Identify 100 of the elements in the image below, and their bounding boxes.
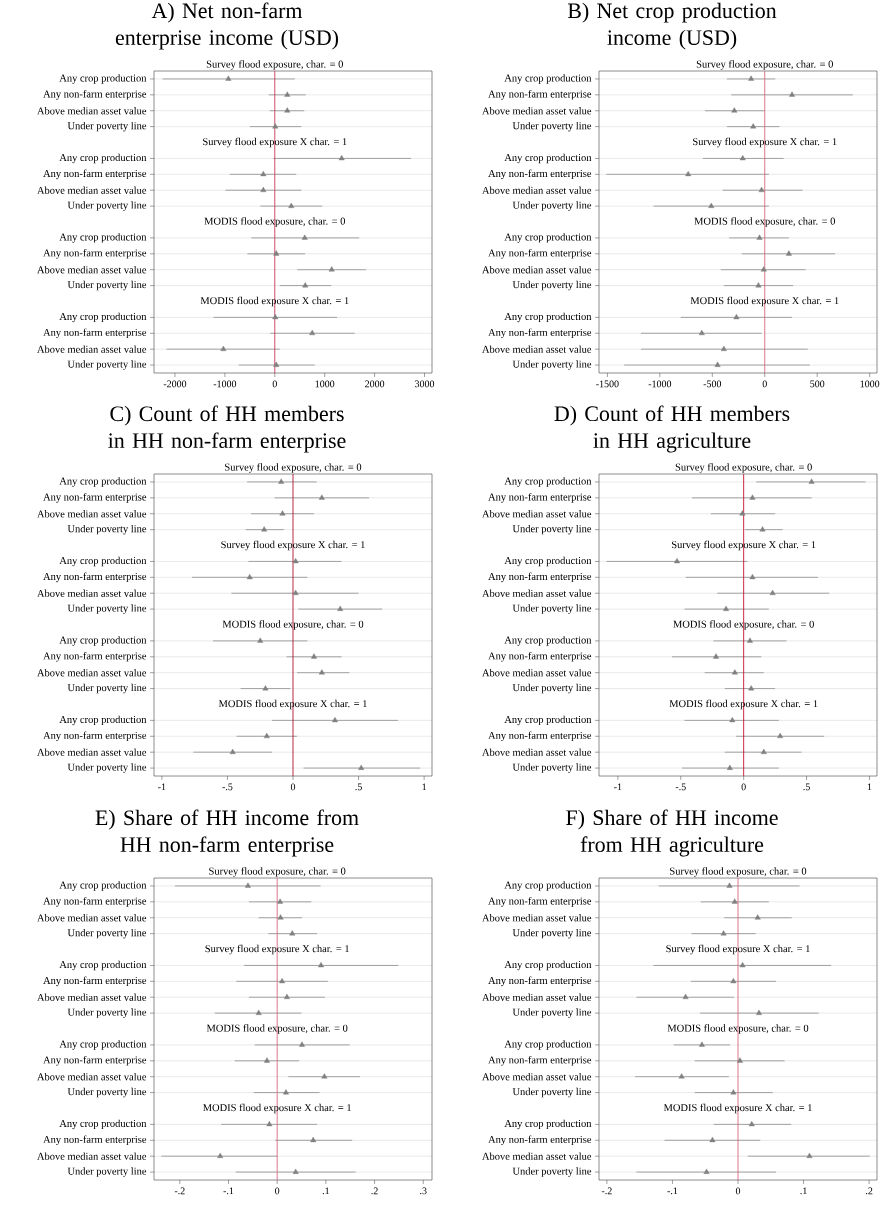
y-tick-label: Any crop production <box>504 1119 592 1130</box>
y-tick-label: Under poverty line <box>67 763 147 773</box>
text: Survey flood exposure, char. = 0 <box>206 60 343 70</box>
annotation: MODIS flood exposure X char. = 1 <box>218 699 367 710</box>
y-tick-label: Above median asset value <box>37 748 147 756</box>
annotation: MODIS flood exposure, char. = 0 <box>694 217 835 227</box>
x-tick-label: .1 <box>322 1187 330 1195</box>
y-tick-label: Any crop production <box>504 74 592 84</box>
y-tick-label: Under poverty line <box>512 121 592 132</box>
x-tick-label: 1 <box>867 783 872 791</box>
y-tick-label: Above median asset value <box>482 589 592 597</box>
x-tick-label: 1 <box>422 783 427 791</box>
annotation: Survey flood exposure X char. = 1 <box>205 944 349 955</box>
x-tick-label: -1 <box>158 783 166 791</box>
y-tick-label: Any non-farm enterprise <box>488 1056 592 1066</box>
y-tick-label: Above median asset value <box>482 993 592 1001</box>
x-tick-label: 500 <box>810 380 825 388</box>
y-tick-label: Above median asset value <box>37 107 147 115</box>
y-tick-label: Any crop production <box>504 960 592 971</box>
annotation: MODIS flood exposure X char. = 1 <box>690 296 839 307</box>
y-tick-label: Above median asset value <box>482 345 592 353</box>
y-tick-label: Above median asset value <box>482 1073 592 1081</box>
y-tick-label: Under poverty line <box>67 928 147 939</box>
annotation: MODIS flood exposure, char. = 0 <box>222 620 364 630</box>
y-tick-label: Above median asset value <box>482 266 592 274</box>
y-tick-label: Any crop production <box>59 960 147 971</box>
annotation: Survey flood exposure X char. = 1 <box>221 540 365 551</box>
y-tick-label: Any crop production <box>504 233 592 243</box>
x-tick-label: -.5 <box>675 783 686 791</box>
y-tick-label: Any crop production <box>59 881 147 891</box>
x-tick-label: .2 <box>866 1187 873 1195</box>
x-tick-label: .5 <box>803 783 810 791</box>
y-tick-label: Any non-farm enterprise <box>43 976 147 987</box>
x-tick-label: 1000 <box>860 380 880 388</box>
y-tick-label: Any non-farm enterprise <box>43 248 147 259</box>
y-tick-label: Above median asset value <box>482 107 592 115</box>
y-tick-label: Under poverty line <box>512 280 592 291</box>
y-tick-label: Any non-farm enterprise <box>488 897 592 907</box>
y-tick-label: Above median asset value <box>482 510 592 518</box>
y-tick-label: Any crop production <box>59 153 147 164</box>
y-tick-label: Any crop production <box>504 636 592 646</box>
text: Survey flood exposure, char. = 0 <box>696 60 833 70</box>
y-tick-label: Under poverty line <box>512 683 592 694</box>
annotation: MODIS flood exposure X char. = 1 <box>200 296 349 307</box>
annotation: MODIS flood exposure, char. = 0 <box>204 217 346 227</box>
x-tick-label: -1 <box>614 783 622 791</box>
y-tick-label: Any non-farm enterprise <box>43 1056 147 1066</box>
x-tick-label: -1500 <box>596 380 619 388</box>
chart-title: B) Net crop production income (USD) <box>567 2 777 50</box>
text: Survey flood exposure, char. = 0 <box>670 867 807 877</box>
y-tick-label: Any crop production <box>59 1040 147 1050</box>
text: Survey flood exposure, char. = 0 <box>209 867 346 877</box>
annotation: Survey flood exposure X char. = 1 <box>693 137 837 148</box>
x-tick-label: .5 <box>355 783 362 791</box>
y-tick-label: Under poverty line <box>67 604 147 614</box>
y-tick-label: Under poverty line <box>512 763 592 773</box>
y-tick-label: Any non-farm enterprise <box>488 493 592 503</box>
y-tick-label: Under poverty line <box>512 360 592 370</box>
y-tick-label: Any crop production <box>59 477 147 487</box>
y-tick-label: Any non-farm enterprise <box>43 328 147 339</box>
y-tick-label: Any crop production <box>504 477 592 487</box>
x-tick-label: -.2 <box>174 1187 185 1195</box>
x-tick-label: -2000 <box>163 380 187 388</box>
x-tick-label: -.2 <box>601 1187 612 1195</box>
x-tick-label: -1000 <box>213 380 237 388</box>
chart-title: E) Share of HH income from HH non-farm enterprise <box>95 809 359 857</box>
y-tick-label: Any crop production <box>59 74 147 84</box>
x-tick-label: 2000 <box>365 380 385 388</box>
x-tick-label: -.5 <box>222 783 233 791</box>
y-tick-label: Under poverty line <box>512 1008 592 1018</box>
annotation: Survey flood exposure X char. = 1 <box>203 137 347 148</box>
y-tick-label: Any non-farm enterprise <box>43 169 147 180</box>
y-tick-label: Any non-farm enterprise <box>43 731 147 742</box>
y-tick-label: Under poverty line <box>67 280 147 291</box>
y-tick-label: Above median asset value <box>482 669 592 677</box>
y-tick-label: Any non-farm enterprise <box>488 976 592 987</box>
y-tick-label: Any non-farm enterprise <box>43 652 147 662</box>
y-tick-label: Any non-farm enterprise <box>488 90 592 100</box>
y-tick-label: Any non-farm enterprise <box>43 897 147 907</box>
y-tick-label: Above median asset value <box>482 1152 592 1160</box>
y-tick-label: Any non-farm enterprise <box>488 328 592 339</box>
y-tick-label: Any non-farm enterprise <box>488 169 592 180</box>
x-tick-label: 3000 <box>415 380 435 388</box>
y-tick-label: Under poverty line <box>67 121 147 132</box>
chart-title: D) Count of HH members in HH agriculture <box>554 405 790 453</box>
y-tick-label: Any crop production <box>59 556 147 567</box>
y-tick-label: Under poverty line <box>67 1087 147 1098</box>
x-tick-label: -1000 <box>648 380 672 388</box>
x-tick-label: -500 <box>703 380 722 388</box>
y-tick-label: Under poverty line <box>67 683 147 694</box>
y-tick-label: Above median asset value <box>482 748 592 756</box>
y-tick-label: Above median asset value <box>482 914 592 922</box>
annotation: Survey flood exposure X char. = 1 <box>666 944 810 955</box>
x-tick-label: .3 <box>420 1187 427 1195</box>
y-tick-label: Above median asset value <box>37 669 147 677</box>
y-tick-label: Any crop production <box>59 312 147 323</box>
y-tick-label: Above median asset value <box>37 914 147 922</box>
text: Survey flood exposure, char. = 0 <box>675 463 812 473</box>
x-tick-label: .2 <box>371 1187 378 1195</box>
chart-title: A) Net non-farm enterprise income (USD) <box>115 2 339 50</box>
